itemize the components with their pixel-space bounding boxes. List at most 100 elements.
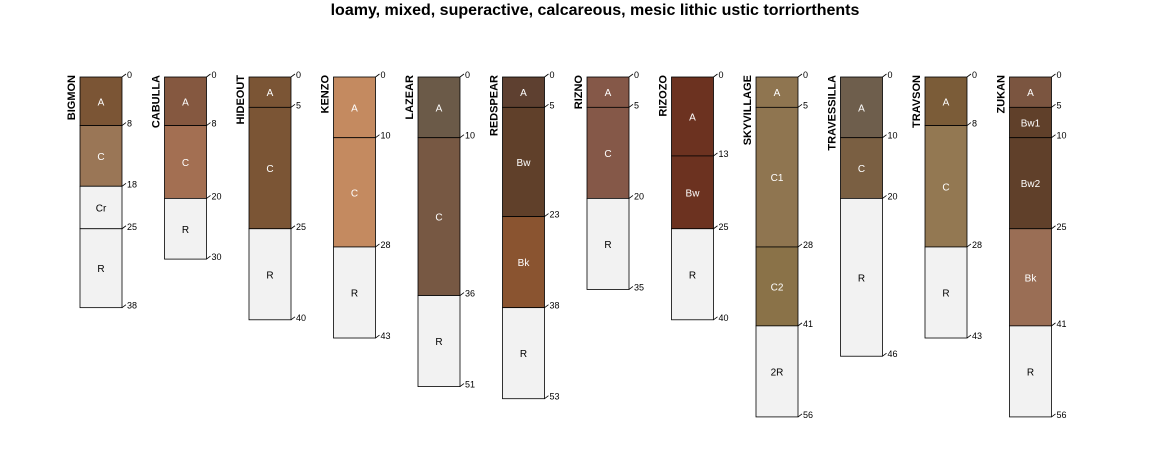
depth-label: 0 [296,70,301,80]
horizon [333,137,376,248]
horizon [1009,228,1052,327]
horizon [333,76,376,139]
horizon-name: A [605,88,612,99]
horizon [417,295,461,387]
horizon-name: Bk [518,258,531,269]
depth-label: 28 [972,240,982,250]
profile-name: REDSPEAR [489,75,501,136]
depth-label: 38 [127,301,137,311]
depth-label: 13 [719,149,729,159]
soil-profile: HIDEOUT 0 A 5 C 25 R 40 [235,70,306,323]
horizon [417,137,461,296]
horizon [924,246,968,339]
horizon-name: Bw1 [1021,119,1041,130]
horizon-name: R [351,288,358,299]
depth-label: 38 [550,301,560,311]
horizon-name: A [774,88,781,99]
horizon [586,76,630,108]
horizon [248,228,292,321]
horizon-name: R [266,270,273,281]
horizon [671,76,714,157]
depth-label: 28 [803,240,813,250]
horizon-name: Cr [96,204,107,215]
horizon-name: Bw [517,158,532,169]
depth-label: 0 [127,70,132,80]
horizon-name: R [604,240,611,251]
horizon-name: Bk [1025,273,1038,284]
depth-label: 5 [550,100,555,110]
depth-label: 40 [296,313,306,323]
horizon [840,76,883,139]
horizon [248,106,292,230]
depth-label: 25 [1057,222,1067,232]
horizon-name: Bw2 [1021,179,1041,190]
depth-label: 51 [465,380,475,390]
horizon [417,76,461,139]
soil-profile: SKYVILLAGE 0 A 5 C1 28 C2 41 2R 56 [742,70,813,420]
horizon-name: A [351,103,358,114]
horizon-name: A [98,97,105,108]
horizon [79,185,123,230]
horizon-name: R [942,288,949,299]
horizon-name: C [351,188,358,199]
horizon [755,246,799,327]
soil-profile: TRAVESSILLA 0 A 10 C 20 R 46 [827,70,898,359]
profile-name: LAZEAR [404,75,416,120]
depth-label: 43 [381,331,391,341]
profile-name: BIGMON [66,75,78,120]
horizon-name: R [858,273,865,284]
soil-profile: REDSPEAR 0 A 5 Bw 23 Bk 38 R 53 [489,70,560,402]
depth-label: 0 [212,70,217,80]
depth-label: 56 [803,410,813,420]
depth-label: 23 [550,210,560,220]
horizon-name: R [520,349,527,360]
soil-profile: CABULLA 0 A 8 C 20 R 30 [151,70,222,262]
depth-label: 43 [972,331,982,341]
horizon [840,137,883,199]
horizon-name: R [435,337,442,348]
horizon-name: A [689,112,696,123]
depth-label: 5 [634,100,639,110]
horizon [671,228,714,321]
depth-label: 30 [212,252,222,262]
horizon [502,307,545,400]
soil-profile: TRAVSON 0 A 8 C 28 R 43 [911,70,982,341]
soil-profile: ZUKAN 0 A 5 Bw1 10 Bw2 25 Bk 41 R 56 [996,70,1067,420]
depth-label: 5 [1057,100,1062,110]
depth-label: 0 [634,70,639,80]
horizon [164,125,207,199]
horizon [924,125,968,248]
depth-label: 0 [1057,70,1062,80]
profile-name: RIZNO [573,75,585,110]
depth-label: 0 [972,70,977,80]
horizon [164,76,207,126]
horizon-name: C1 [771,173,784,184]
horizon [333,246,376,339]
horizon-name: A [943,97,950,108]
horizon-name: 2R [771,367,784,378]
profile-name: TRAVESSILLA [827,75,839,151]
depth-label: 0 [719,70,724,80]
horizon [164,197,207,260]
depth-label: 0 [550,70,555,80]
horizon [1009,76,1052,108]
depth-label: 36 [465,289,475,299]
depth-label: 10 [888,131,898,141]
depth-label: 0 [803,70,808,80]
soil-profile: LAZEAR 0 A 10 C 36 R 51 [404,70,475,390]
depth-label: 20 [634,191,644,201]
profile-name: KENZO [320,75,332,114]
depth-label: 5 [296,100,301,110]
horizon-name: C2 [771,282,784,293]
depth-label: 25 [127,222,137,232]
depth-label: 8 [127,119,132,129]
depth-label: 0 [465,70,470,80]
horizon-name: A [520,88,527,99]
horizon-name: R [182,225,189,236]
depth-label: 25 [719,222,729,232]
profile-name: ZUKAN [996,75,1008,114]
horizon-name: A [182,97,189,108]
horizon [248,76,292,108]
horizon [1009,325,1052,418]
horizon [502,216,545,309]
